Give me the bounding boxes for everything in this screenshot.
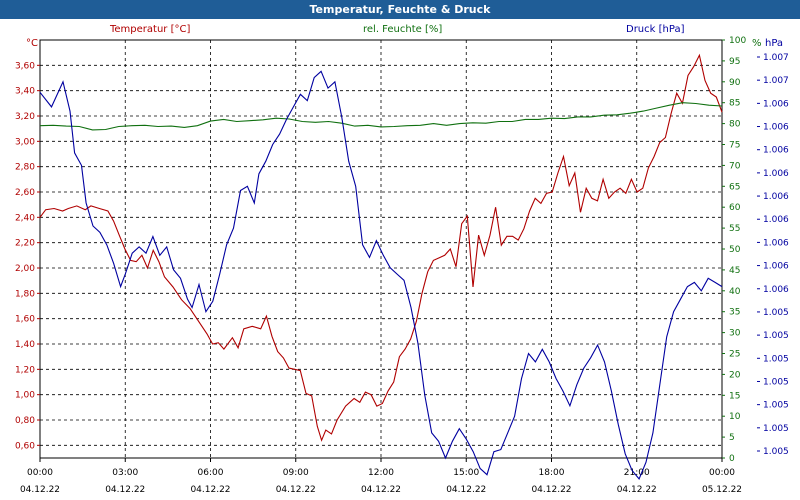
tick-label-time: 06:00 xyxy=(198,468,224,478)
series-line-left xyxy=(39,53,723,442)
tick-label-humidity: 100 xyxy=(729,36,746,46)
legend-pressure: Druck [hPa] xyxy=(626,24,685,35)
tick-label-humidity: 55 xyxy=(729,224,740,234)
tick-label-humidity: 30 xyxy=(729,329,741,339)
tick-label-left: 1,20 xyxy=(15,365,35,375)
tick-label-humidity: 25 xyxy=(729,350,740,360)
tick-label-pressure: 1.006 xyxy=(763,215,789,225)
tick-label-humidity: 45 xyxy=(729,266,740,276)
tick-label-left: 3,60 xyxy=(15,61,35,71)
tick-label-time: 18:00 xyxy=(539,468,565,478)
tick-label-pressure: 1.006 xyxy=(763,285,789,295)
tick-label-left: 3,20 xyxy=(15,112,35,122)
tick-label-humidity: 80 xyxy=(729,120,741,130)
tick-label-pressure: 1.005 xyxy=(763,331,789,341)
tick-label-left: 0,80 xyxy=(15,416,35,426)
tick-label-date: 05.12.22 xyxy=(702,485,742,495)
tick-label-left: 3,00 xyxy=(15,137,35,147)
tick-label-humidity: 70 xyxy=(729,161,741,171)
tick-label-left: 2,60 xyxy=(15,188,35,198)
tick-label-pressure: 1.007 xyxy=(763,76,789,86)
tick-label-left: 2,00 xyxy=(15,264,35,274)
tick-label-humidity: 35 xyxy=(729,308,740,318)
tick-label-time: 00:00 xyxy=(27,468,53,478)
tick-label-pressure: 1.006 xyxy=(763,99,789,109)
tick-label-time: 15:00 xyxy=(453,468,479,478)
tick-label-time: 00:00 xyxy=(709,468,735,478)
tick-label-time: 12:00 xyxy=(368,468,394,478)
tick-label-left: 3,40 xyxy=(15,87,35,97)
tick-label-pressure: 1.005 xyxy=(763,377,789,387)
tick-label-date: 04.12.22 xyxy=(190,485,230,495)
tick-label-time: 09:00 xyxy=(283,468,309,478)
tick-label-date: 04.12.22 xyxy=(20,485,60,495)
tick-label-date: 04.12.22 xyxy=(617,485,657,495)
tick-label-left: 1,00 xyxy=(15,391,35,401)
legend-humidity: rel. Feuchte [%] xyxy=(363,24,443,35)
tick-label-humidity: 95 xyxy=(729,57,740,67)
tick-label-humidity: 20 xyxy=(729,370,741,380)
tick-label-left: 2,40 xyxy=(15,213,35,223)
tick-label-humidity: 40 xyxy=(729,287,741,297)
tick-label-left: 2,20 xyxy=(15,239,35,249)
tick-label-date: 04.12.22 xyxy=(446,485,486,495)
tick-label-pressure: 1.006 xyxy=(763,146,789,156)
tick-label-left: 0,60 xyxy=(15,441,35,451)
tick-label-date: 04.12.22 xyxy=(276,485,316,495)
axis-unit-hpa: hPa xyxy=(765,38,784,49)
tick-label-humidity: 85 xyxy=(729,99,740,109)
tick-label-pressure: 1.005 xyxy=(763,447,789,457)
tick-label-humidity: 0 xyxy=(729,454,735,464)
tick-label-left: 1,80 xyxy=(15,289,35,299)
tick-label-pressure: 1.005 xyxy=(763,424,789,434)
series-line-right2 xyxy=(39,70,723,480)
tick-label-pressure: 1.005 xyxy=(763,401,789,411)
tick-label-pressure: 1.005 xyxy=(763,308,789,318)
tick-label-time: 03:00 xyxy=(112,468,138,478)
series-line-right1 xyxy=(39,102,723,131)
tick-label-pressure: 1.006 xyxy=(763,192,789,202)
tick-label-date: 04.12.22 xyxy=(105,485,145,495)
tick-label-time: 21:00 xyxy=(624,468,650,478)
tick-label-date: 04.12.22 xyxy=(531,485,571,495)
tick-label-pressure: 1.006 xyxy=(763,262,789,272)
tick-label-date: 04.12.22 xyxy=(361,485,401,495)
tick-label-pressure: 1.006 xyxy=(763,238,789,248)
tick-label-humidity: 50 xyxy=(729,245,741,255)
tick-label-pressure: 1.007 xyxy=(763,53,789,63)
tick-label-left: 1,40 xyxy=(15,340,35,350)
axis-unit-celsius: °C xyxy=(26,38,38,49)
tick-label-pressure: 1.006 xyxy=(763,123,789,133)
tick-label-humidity: 15 xyxy=(729,391,740,401)
tick-label-left: 1,60 xyxy=(15,315,35,325)
tick-label-humidity: 10 xyxy=(729,412,741,422)
tick-label-pressure: 1.005 xyxy=(763,354,789,364)
tick-label-left: 2,80 xyxy=(15,163,35,173)
tick-label-humidity: 60 xyxy=(729,203,741,213)
chart-title: Temperatur, Feuchte & Druck xyxy=(0,0,800,19)
tick-label-humidity: 75 xyxy=(729,141,740,151)
tick-label-humidity: 5 xyxy=(729,433,735,443)
axis-unit-percent: % xyxy=(752,38,762,49)
tick-label-pressure: 1.006 xyxy=(763,169,789,179)
tick-label-humidity: 90 xyxy=(729,78,741,88)
tick-label-humidity: 65 xyxy=(729,182,740,192)
legend-temperature: Temperatur [°C] xyxy=(110,24,191,35)
